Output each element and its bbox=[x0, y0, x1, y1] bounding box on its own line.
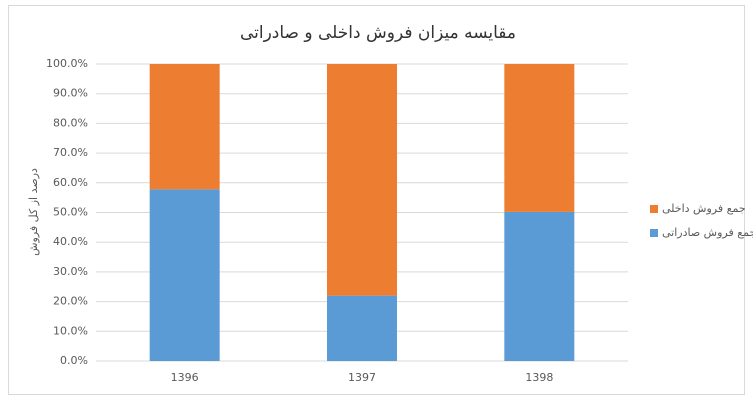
bar-segment bbox=[504, 64, 575, 212]
legend-swatch bbox=[650, 205, 658, 213]
chart-title: مقایسه میزان فروش داخلی و صادراتی bbox=[240, 23, 516, 43]
y-tick-label: 20.0% bbox=[53, 295, 88, 308]
y-tick-label: 0.0% bbox=[60, 354, 88, 367]
bar-segment bbox=[504, 211, 575, 361]
bar-segment bbox=[327, 64, 397, 296]
y-tick-label: 10.0% bbox=[53, 324, 88, 337]
legend-swatch bbox=[650, 229, 658, 237]
y-tick-label: 70.0% bbox=[53, 146, 88, 159]
x-tick-label: 1396 bbox=[171, 371, 199, 384]
y-tick-label: 30.0% bbox=[53, 265, 88, 278]
x-tick-label: 1398 bbox=[525, 371, 553, 384]
y-axis-label: درصد از کل فروش bbox=[27, 168, 40, 256]
bar-segment bbox=[149, 189, 220, 361]
y-tick-label: 50.0% bbox=[53, 206, 88, 219]
y-tick-label: 100.0% bbox=[46, 57, 88, 70]
y-tick-label: 40.0% bbox=[53, 235, 88, 248]
x-tick-label: 1397 bbox=[348, 371, 376, 384]
bar-segment bbox=[149, 64, 220, 190]
legend-label: جمع فروش صادراتی bbox=[662, 226, 753, 239]
y-tick-label: 90.0% bbox=[53, 87, 88, 100]
bar-segment bbox=[327, 295, 397, 361]
legend-label: جمع فروش داخلی bbox=[662, 202, 746, 215]
y-tick-label: 80.0% bbox=[53, 116, 88, 129]
y-tick-label: 60.0% bbox=[53, 176, 88, 189]
